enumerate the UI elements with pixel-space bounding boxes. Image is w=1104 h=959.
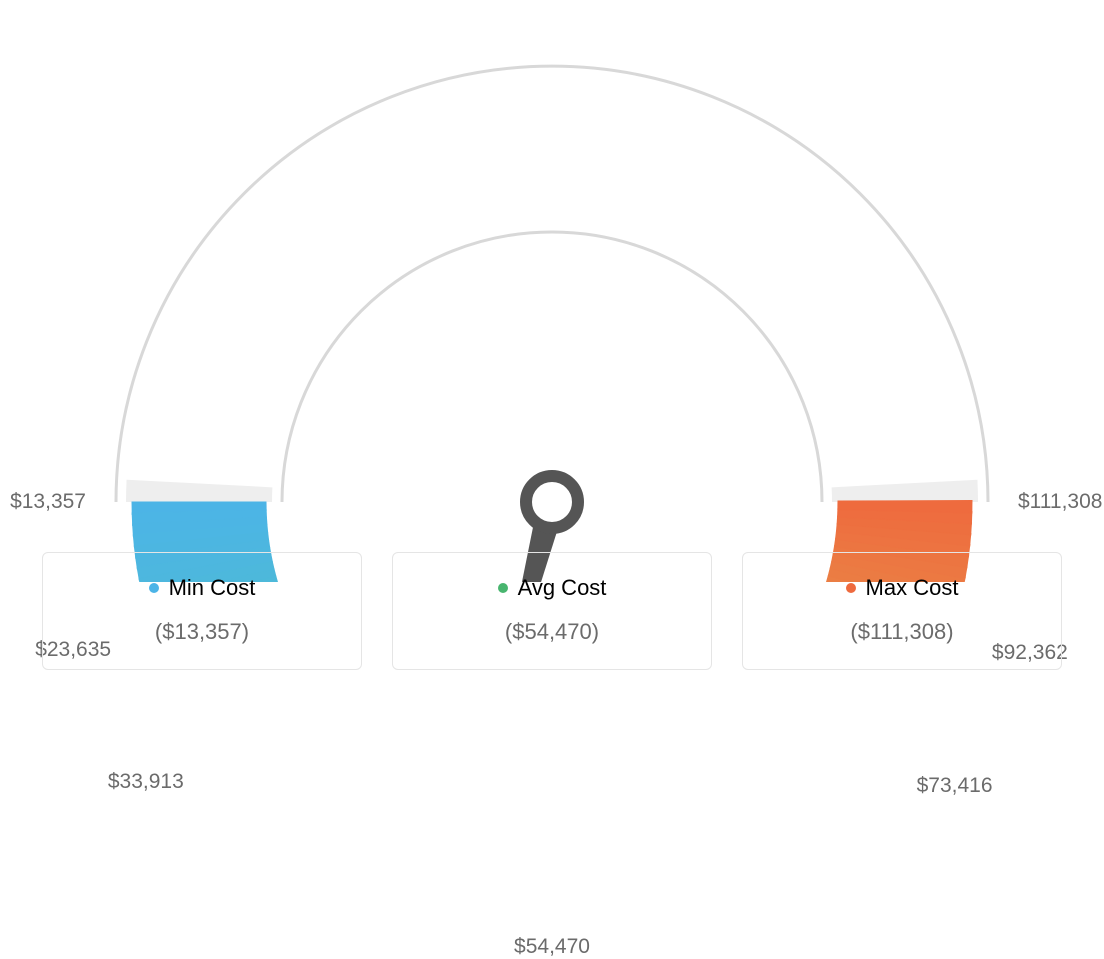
legend-card-max: Max Cost ($111,308) <box>742 552 1062 670</box>
legend-title-min: Min Cost <box>149 575 256 601</box>
legend-row: Min Cost ($13,357) Avg Cost ($54,470) Ma… <box>0 552 1104 670</box>
legend-value-avg: ($54,470) <box>403 619 701 645</box>
legend-dot-avg <box>498 583 508 593</box>
legend-card-min: Min Cost ($13,357) <box>42 552 362 670</box>
legend-label-min: Min Cost <box>169 575 256 601</box>
legend-title-avg: Avg Cost <box>498 575 607 601</box>
legend-dot-max <box>846 583 856 593</box>
gauge-tick-label: $13,357 <box>10 490 86 514</box>
legend-dot-min <box>149 583 159 593</box>
legend-label-avg: Avg Cost <box>518 575 607 601</box>
legend-title-max: Max Cost <box>846 575 959 601</box>
cost-gauge: $13,357$23,635$33,913$54,470$73,416$92,3… <box>0 0 1104 540</box>
gauge-svg <box>22 62 1082 582</box>
gauge-tick-label: $54,470 <box>514 935 590 959</box>
gauge-tick-label: $73,416 <box>917 774 993 798</box>
legend-card-avg: Avg Cost ($54,470) <box>392 552 712 670</box>
gauge-tick-label: $33,913 <box>108 770 184 794</box>
legend-label-max: Max Cost <box>866 575 959 601</box>
legend-value-max: ($111,308) <box>753 619 1051 645</box>
gauge-tick-label: $111,308 <box>1018 490 1102 514</box>
legend-value-min: ($13,357) <box>53 619 351 645</box>
